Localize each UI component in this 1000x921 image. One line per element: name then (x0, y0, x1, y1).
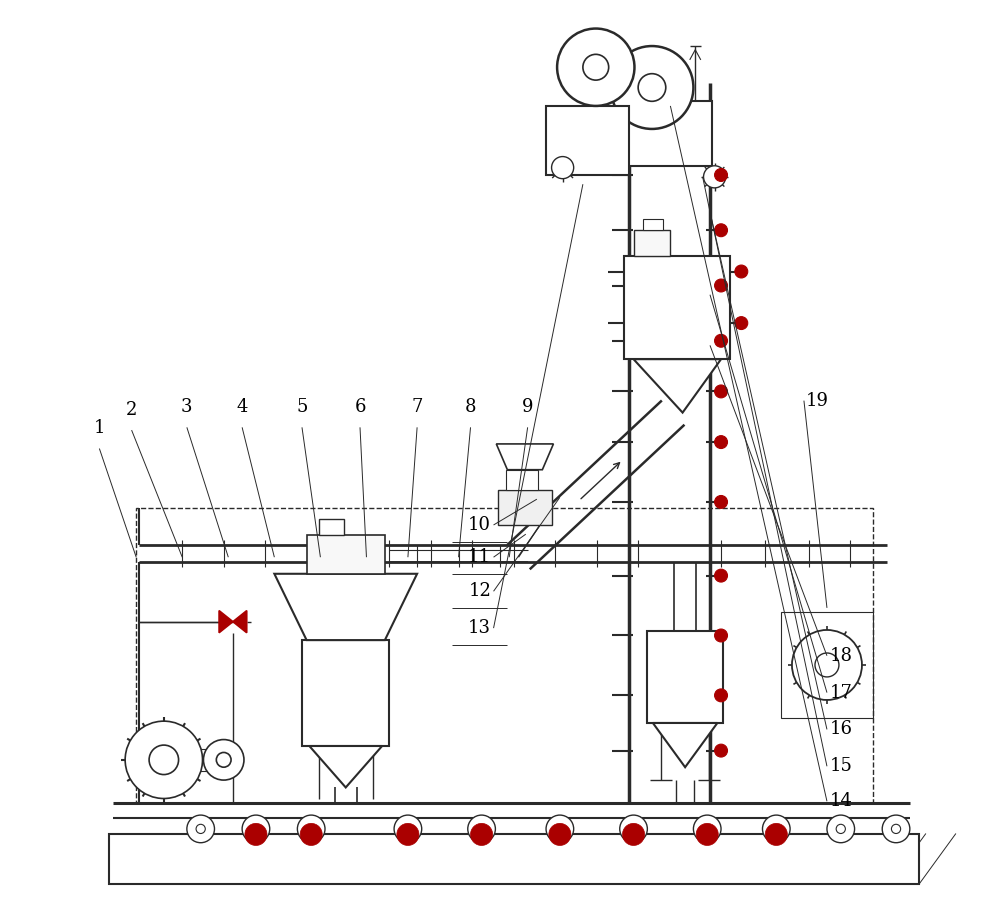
Circle shape (882, 815, 910, 843)
Text: 18: 18 (829, 647, 852, 665)
Circle shape (622, 823, 645, 845)
Bar (498, 490, 552, 525)
Circle shape (696, 823, 718, 845)
Circle shape (827, 815, 855, 843)
Circle shape (772, 824, 781, 834)
Circle shape (715, 334, 727, 347)
Text: 9: 9 (522, 398, 533, 416)
Bar (506, 470, 538, 490)
Polygon shape (634, 359, 721, 413)
Text: 7: 7 (411, 398, 423, 416)
Circle shape (792, 630, 862, 700)
Circle shape (703, 824, 712, 834)
Polygon shape (496, 444, 553, 470)
Circle shape (715, 629, 727, 642)
Circle shape (715, 495, 727, 508)
Circle shape (394, 815, 422, 843)
Bar (109, 834, 919, 884)
Bar (319, 519, 344, 535)
Text: 6: 6 (354, 398, 366, 416)
Text: 16: 16 (829, 720, 852, 739)
Polygon shape (274, 574, 417, 640)
Circle shape (251, 824, 261, 834)
Text: 2: 2 (126, 401, 137, 419)
Bar (546, 106, 629, 175)
Bar (643, 219, 663, 230)
Circle shape (187, 815, 214, 843)
Circle shape (297, 815, 325, 843)
Polygon shape (233, 611, 247, 633)
Bar (302, 640, 389, 746)
Circle shape (715, 689, 727, 702)
Polygon shape (653, 723, 717, 767)
Circle shape (693, 815, 721, 843)
Circle shape (629, 824, 638, 834)
Bar (136, 508, 873, 803)
Circle shape (715, 385, 727, 398)
Circle shape (891, 824, 901, 834)
Circle shape (735, 317, 748, 330)
Text: 12: 12 (468, 582, 491, 600)
Circle shape (611, 46, 693, 129)
Circle shape (555, 824, 564, 834)
Circle shape (546, 815, 574, 843)
Bar (624, 256, 730, 359)
Circle shape (242, 815, 270, 843)
Circle shape (765, 823, 787, 845)
Circle shape (715, 224, 727, 237)
Circle shape (735, 265, 748, 278)
Circle shape (549, 823, 571, 845)
Circle shape (583, 54, 609, 80)
Circle shape (203, 740, 244, 780)
Bar (647, 631, 723, 723)
Polygon shape (219, 611, 233, 633)
Circle shape (715, 744, 727, 757)
Circle shape (620, 815, 647, 843)
Text: 19: 19 (806, 391, 829, 410)
Bar (634, 230, 670, 256)
Text: 11: 11 (468, 548, 491, 566)
Circle shape (196, 824, 205, 834)
Bar (307, 535, 385, 574)
Circle shape (245, 823, 267, 845)
Circle shape (715, 279, 727, 292)
Circle shape (815, 653, 839, 677)
Circle shape (149, 745, 179, 775)
Bar (781, 612, 873, 718)
Circle shape (836, 824, 845, 834)
Text: 4: 4 (236, 398, 248, 416)
Circle shape (471, 823, 493, 845)
Circle shape (762, 815, 790, 843)
Text: 1: 1 (94, 419, 105, 437)
Text: 5: 5 (296, 398, 308, 416)
Bar (615, 101, 712, 166)
Circle shape (125, 721, 203, 799)
Circle shape (715, 169, 727, 181)
Circle shape (216, 752, 231, 767)
Text: 3: 3 (181, 398, 193, 416)
Circle shape (468, 815, 495, 843)
Text: 15: 15 (829, 757, 852, 775)
Circle shape (300, 823, 322, 845)
Polygon shape (309, 746, 382, 787)
Text: 14: 14 (829, 792, 852, 810)
Circle shape (552, 157, 574, 179)
Circle shape (704, 166, 726, 188)
Text: 10: 10 (468, 516, 491, 534)
Circle shape (715, 569, 727, 582)
Text: 8: 8 (465, 398, 476, 416)
Circle shape (477, 824, 486, 834)
Circle shape (307, 824, 316, 834)
Circle shape (397, 823, 419, 845)
Circle shape (715, 436, 727, 449)
Circle shape (403, 824, 413, 834)
Circle shape (638, 74, 666, 101)
Text: 13: 13 (468, 619, 491, 637)
Circle shape (557, 29, 634, 106)
Text: 17: 17 (829, 683, 852, 702)
